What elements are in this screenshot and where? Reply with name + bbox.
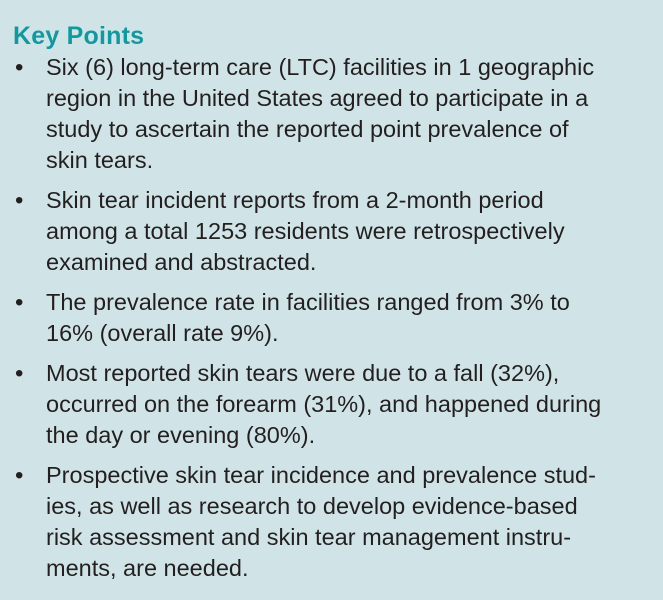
list-item-line: among a total 1253 residents were retros…: [46, 218, 565, 244]
list-item-line: Prospective skin tear incidence and prev…: [46, 462, 596, 488]
list-item-line: skin tears.: [46, 147, 154, 173]
bullet-icon: •: [15, 360, 24, 387]
list-item-line: 16% (overall rate 9%).: [46, 320, 279, 346]
list-item: • Skin tear incident reports from a 2-mon…: [0, 185, 663, 278]
key-points-list: • Six (6) long-term care (LTC) facilities…: [0, 52, 663, 593]
list-item-line: Most reported skin tears were due to a f…: [46, 360, 560, 386]
list-item-line: ies, as well as research to develop evid…: [46, 493, 578, 519]
list-item-line: Skin tear incident reports from a 2-mont…: [46, 187, 544, 213]
list-item: • Prospective skin tear incidence and pre…: [0, 460, 663, 584]
list-item: • Most reported skin tears were due to a …: [0, 358, 663, 451]
list-item-line: study to ascertain the reported point pr…: [46, 116, 569, 142]
list-item-line: the day or evening (80%).: [46, 422, 316, 448]
list-item-line: examined and abstracted.: [46, 249, 317, 275]
list-item: • The prevalence rate in facilities range…: [0, 287, 663, 349]
list-item-line: region in the United States agreed to pa…: [46, 85, 589, 111]
bullet-icon: •: [15, 462, 24, 489]
key-points-title: Key Points: [13, 22, 145, 50]
list-item-line: ments, are needed.: [46, 555, 249, 581]
bullet-icon: •: [15, 289, 24, 316]
bullet-icon: •: [15, 187, 24, 214]
list-item: • Six (6) long-term care (LTC) facilities…: [0, 52, 663, 176]
list-item-line: occurred on the forearm (31%), and happe…: [46, 391, 602, 417]
bullet-icon: •: [15, 54, 24, 81]
list-item-line: The prevalence rate in facilities ranged…: [46, 289, 570, 315]
list-item-line: Six (6) long-term care (LTC) facilities …: [46, 54, 595, 80]
list-item-line: risk assessment and skin tear management…: [46, 524, 572, 550]
